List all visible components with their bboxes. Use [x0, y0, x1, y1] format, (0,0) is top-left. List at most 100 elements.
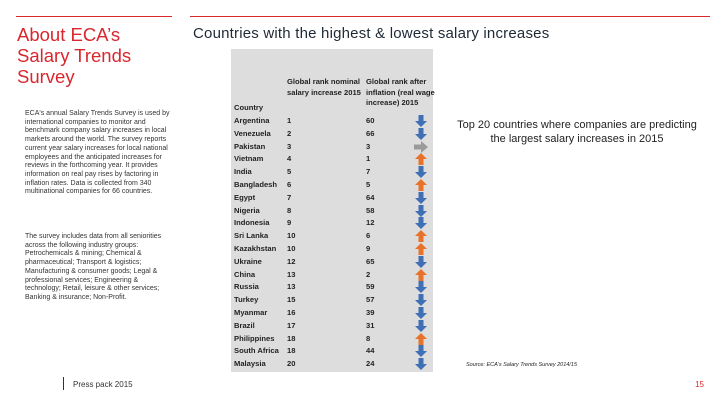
cell-real-rank: 2	[366, 269, 371, 279]
cell-nominal-rank: 17	[287, 320, 296, 330]
cell-real-rank: 3	[366, 141, 371, 151]
table-row: Kazakhstan 10 9	[231, 242, 433, 256]
cell-country: Brazil	[234, 320, 255, 330]
cell-real-rank: 39	[366, 307, 375, 317]
cell-real-rank: 9	[366, 243, 371, 253]
cell-real-rank: 24	[366, 359, 375, 369]
cell-real-rank: 7	[366, 167, 371, 177]
cell-country: Kazakhstan	[234, 243, 277, 253]
cell-country: Egypt	[234, 192, 256, 202]
sidebar-title-line: Survey	[17, 66, 75, 87]
arrow-right-icon	[414, 140, 428, 153]
arrow-down-icon	[415, 358, 427, 371]
cell-country: Turkey	[234, 295, 259, 305]
arrow-down-icon	[415, 217, 427, 230]
cell-nominal-rank: 9	[287, 218, 292, 228]
table-row: Indonesia 9 12	[231, 217, 433, 230]
cell-country: Pakistan	[234, 141, 266, 151]
table-row: Sri Lanka 10 6	[231, 230, 433, 243]
sidebar-title-line: Salary Trends	[17, 45, 132, 66]
cell-country: Russia	[234, 282, 259, 292]
table-row: South Africa 18 44	[231, 345, 433, 358]
sidebar-title: About ECA’s Salary Trends Survey	[17, 24, 177, 87]
cell-country: Philippines	[234, 333, 275, 343]
cell-real-rank: 66	[366, 128, 375, 138]
right-divider-line	[190, 16, 710, 17]
cell-nominal-rank: 2	[287, 128, 292, 138]
survey-sectors-paragraph: The survey includes data from all senior…	[25, 233, 162, 301]
cell-real-rank: 44	[366, 346, 375, 356]
cell-country: India	[234, 167, 252, 177]
cell-nominal-rank: 10	[287, 231, 296, 241]
table-row: Malaysia 20 24	[231, 358, 433, 371]
cell-nominal-rank: 20	[287, 359, 296, 369]
cell-country: Indonesia	[234, 218, 270, 228]
table-row: China 13 2	[231, 268, 433, 282]
table-row: Ukraine 12 65	[231, 255, 433, 269]
page-number: 15	[695, 380, 704, 389]
table-row: Turkey 15 57	[231, 294, 433, 307]
left-divider-line	[16, 16, 172, 17]
cell-nominal-rank: 13	[287, 269, 296, 279]
cell-nominal-rank: 10	[287, 243, 296, 253]
cell-country: South Africa	[234, 346, 279, 356]
cell-real-rank: 58	[366, 205, 375, 215]
table-row: Vietnam 4 1	[231, 153, 433, 166]
cell-nominal-rank: 13	[287, 282, 296, 292]
arrow-down-icon	[415, 281, 427, 294]
cell-real-rank: 1	[366, 154, 371, 164]
cell-nominal-rank: 18	[287, 346, 296, 356]
top20-callout: Top 20 countries where companies are pre…	[457, 119, 697, 145]
cell-country: Sri Lanka	[234, 231, 269, 241]
table-row: Pakistan 3 3	[231, 140, 433, 154]
arrow-down-icon	[415, 319, 427, 332]
header-nominal-rank: Global rank nominal salary increase 2015	[287, 77, 361, 97]
arrow-down-icon	[415, 191, 427, 204]
table-row: Russia 13 59	[231, 281, 433, 294]
footer-divider	[63, 377, 64, 390]
cell-real-rank: 8	[366, 333, 371, 343]
arrow-up-icon	[415, 268, 427, 281]
cell-real-rank: 6	[366, 231, 371, 241]
table-row: Egypt 7 64	[231, 191, 433, 205]
sidebar-title-line: About ECA’s	[17, 24, 121, 45]
arrow-up-icon	[415, 332, 427, 345]
salary-rank-table: Global rank nominal salary increase 2015…	[231, 49, 435, 372]
cell-nominal-rank: 8	[287, 205, 292, 215]
arrow-up-icon	[415, 153, 427, 166]
table-row: Philippines 18 8	[231, 332, 433, 346]
cell-real-rank: 65	[366, 256, 375, 266]
table-row: Myanmar 16 39	[231, 306, 433, 320]
arrow-up-icon	[415, 178, 427, 191]
page-title: Countries with the highest & lowest sala…	[193, 25, 550, 42]
cell-nominal-rank: 16	[287, 307, 296, 317]
cell-real-rank: 60	[366, 116, 375, 125]
cell-country: China	[234, 269, 256, 279]
table-row: Bangladesh 6 5	[231, 178, 433, 192]
cell-country: Nigeria	[234, 205, 260, 215]
cell-real-rank: 12	[366, 218, 375, 228]
cell-country: Venezuela	[234, 128, 271, 138]
cell-nominal-rank: 6	[287, 179, 292, 189]
cell-real-rank: 5	[366, 179, 371, 189]
table-row: Nigeria 8 58	[231, 204, 433, 218]
cell-country: Malaysia	[234, 359, 266, 369]
arrow-down-icon	[415, 166, 427, 179]
table-row: India 5 7	[231, 166, 433, 179]
cell-real-rank: 57	[366, 295, 375, 305]
table-row: Venezuela 2 66	[231, 127, 433, 141]
cell-nominal-rank: 4	[287, 154, 292, 164]
cell-country: Argentina	[234, 116, 270, 125]
cell-country: Myanmar	[234, 307, 268, 317]
cell-nominal-rank: 5	[287, 167, 292, 177]
source-note: Source: ECA's Salary Trends Survey 2014/…	[466, 362, 578, 368]
cell-nominal-rank: 18	[287, 333, 296, 343]
arrow-down-icon	[415, 204, 427, 217]
table-row: Brazil 17 31	[231, 319, 433, 333]
arrow-down-icon	[415, 255, 427, 268]
arrow-up-icon	[415, 242, 427, 255]
cell-real-rank: 59	[366, 282, 375, 292]
cell-nominal-rank: 7	[287, 192, 292, 202]
cell-nominal-rank: 1	[287, 116, 292, 125]
header-real-rank: Global rank after inflation (real wage i…	[366, 77, 435, 107]
